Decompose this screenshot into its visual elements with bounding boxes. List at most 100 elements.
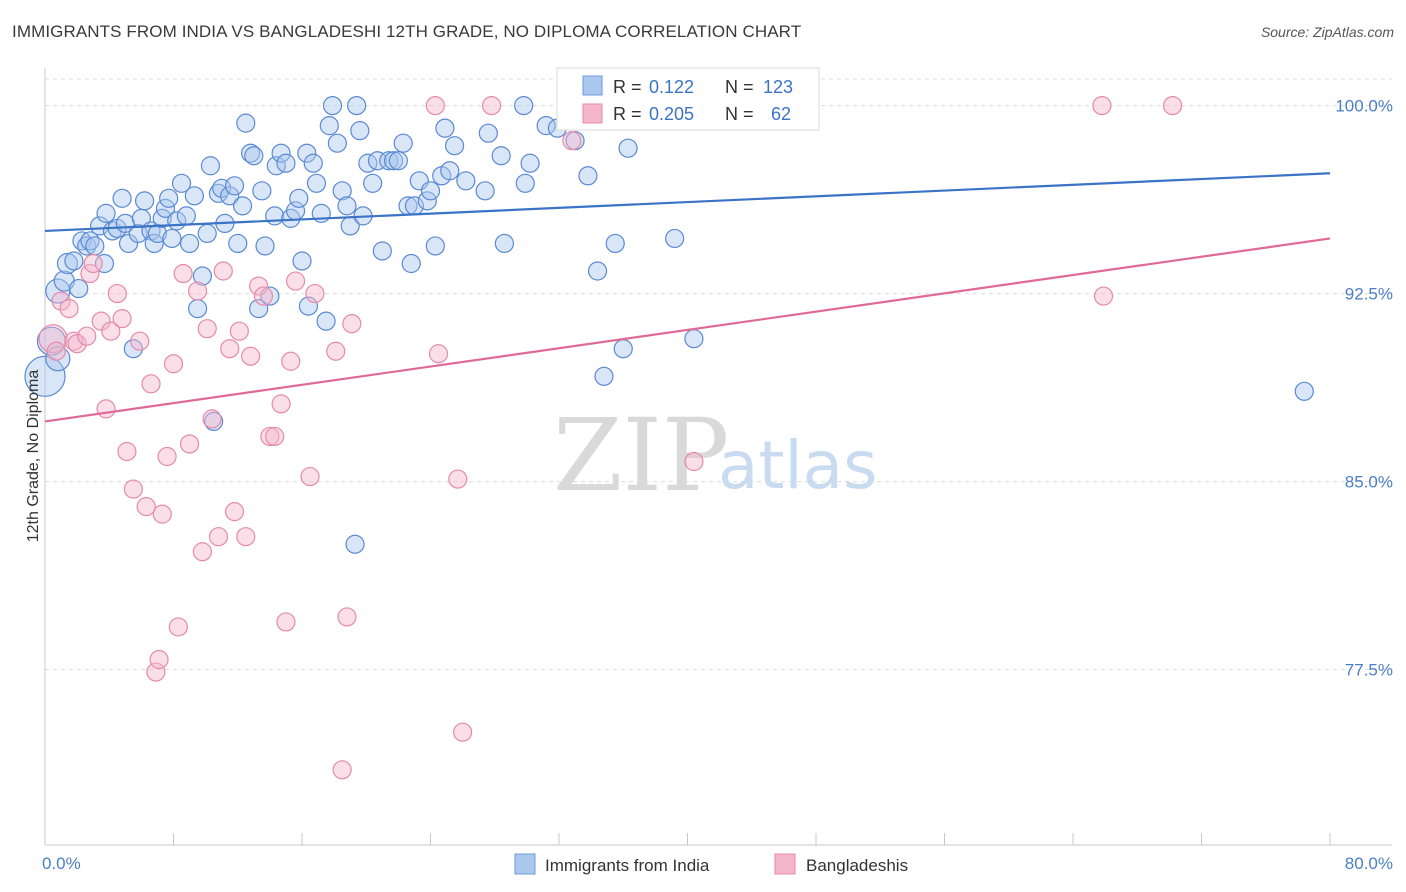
india-point bbox=[478, 123, 498, 143]
india-point bbox=[316, 311, 336, 331]
india-point bbox=[665, 228, 685, 249]
trend-lines bbox=[44, 172, 1331, 423]
bangladesh-point bbox=[77, 326, 97, 346]
bottom-legend: Immigrants from India Bangladeshis bbox=[514, 853, 908, 875]
stats-bangladesh-r-label: R = bbox=[613, 104, 642, 124]
india-point bbox=[393, 133, 413, 153]
watermark-zip: ZIP bbox=[553, 397, 729, 514]
india-point bbox=[255, 236, 275, 256]
india-point bbox=[134, 191, 155, 211]
bangladesh-point bbox=[192, 542, 213, 562]
chart-title: IMMIGRANTS FROM INDIA VS BANGLADESHI 12T… bbox=[12, 22, 802, 41]
india-point bbox=[85, 236, 105, 256]
india-point bbox=[184, 186, 204, 206]
india-point bbox=[176, 206, 196, 226]
legend-india-label: Immigrants from India bbox=[545, 856, 710, 875]
india-point bbox=[96, 203, 116, 223]
india-point bbox=[379, 151, 399, 171]
india-point bbox=[292, 251, 312, 271]
series-bangladesh-points bbox=[38, 95, 1183, 780]
y-tick-label: 100.0% bbox=[1335, 97, 1393, 116]
bangladesh-point bbox=[1093, 286, 1114, 306]
india-point bbox=[494, 233, 514, 254]
india-point bbox=[252, 181, 272, 201]
bangladesh-point bbox=[428, 344, 449, 364]
india-point bbox=[162, 228, 182, 249]
india-point bbox=[491, 146, 511, 166]
bangladesh-point bbox=[112, 309, 132, 329]
india-point bbox=[303, 153, 323, 173]
india-point bbox=[520, 153, 540, 173]
india-point bbox=[123, 339, 143, 359]
india-point bbox=[319, 116, 339, 136]
bangladesh-point bbox=[157, 446, 177, 467]
bangladesh-point bbox=[67, 334, 87, 354]
india-point bbox=[228, 233, 248, 254]
bangladesh-point bbox=[332, 760, 352, 780]
legend-bangladesh-label: Bangladeshis bbox=[806, 856, 908, 875]
india-point bbox=[322, 95, 343, 116]
india-point bbox=[94, 253, 115, 274]
bangladesh-point bbox=[305, 283, 325, 304]
india-point bbox=[345, 534, 365, 554]
bangladesh-point bbox=[300, 466, 320, 487]
india-point bbox=[241, 143, 261, 163]
india-point bbox=[271, 143, 291, 163]
bangladesh-point bbox=[260, 426, 280, 447]
bangladesh-point bbox=[281, 351, 301, 371]
watermark: ZIP atlas bbox=[553, 397, 878, 514]
bangladesh-point bbox=[64, 331, 84, 351]
india-point bbox=[578, 166, 598, 186]
bangladesh-point bbox=[337, 607, 357, 627]
stats-bangladesh-n-value: 62 bbox=[771, 104, 791, 124]
india-point bbox=[350, 121, 370, 141]
india-point bbox=[515, 173, 535, 193]
india-point bbox=[337, 196, 357, 216]
india-point bbox=[159, 188, 179, 208]
y-tick-label: 85.0% bbox=[1345, 473, 1393, 492]
india-point bbox=[197, 223, 217, 244]
bangladesh-point bbox=[1162, 95, 1183, 116]
india-point bbox=[367, 151, 388, 171]
bangladesh-point bbox=[562, 131, 582, 151]
stats-bangladesh-swatch bbox=[582, 103, 603, 124]
india-point bbox=[298, 296, 319, 316]
india-point bbox=[24, 355, 66, 397]
india-point bbox=[220, 186, 240, 206]
india-point bbox=[401, 253, 421, 274]
bangladesh-point bbox=[481, 95, 502, 116]
india-point bbox=[276, 153, 296, 173]
india-point bbox=[425, 236, 445, 256]
y-axis-title: 12th Grade, No Diploma bbox=[25, 370, 42, 543]
india-point bbox=[435, 118, 455, 138]
bangladesh-point bbox=[208, 527, 229, 547]
stats-bangladesh-r-value: 0.205 bbox=[649, 104, 694, 124]
india-point bbox=[332, 181, 352, 201]
bangladesh-point bbox=[253, 286, 274, 306]
bangladesh-point bbox=[179, 434, 200, 454]
india-point bbox=[118, 233, 139, 254]
bangladesh-point bbox=[1092, 95, 1112, 116]
x-tick-label-min: 0.0% bbox=[42, 854, 81, 873]
india-point bbox=[289, 188, 309, 208]
bangladesh-trend-line bbox=[44, 237, 1331, 423]
x-tick-label-max: 80.0% bbox=[1345, 854, 1393, 873]
stats-india-r-label: R = bbox=[613, 77, 642, 97]
bangladesh-point bbox=[265, 426, 285, 447]
india-point bbox=[587, 261, 608, 281]
india-point bbox=[297, 143, 317, 163]
bangladesh-point bbox=[326, 341, 346, 361]
bangladesh-point bbox=[163, 354, 184, 374]
bangladesh-point bbox=[187, 281, 208, 301]
bangladesh-point bbox=[241, 346, 261, 366]
india-point bbox=[236, 113, 256, 133]
india-point bbox=[684, 329, 704, 349]
y-tick-label: 77.5% bbox=[1345, 661, 1393, 680]
india-point bbox=[200, 156, 221, 176]
india-point bbox=[249, 299, 269, 319]
bangladesh-point bbox=[236, 527, 256, 547]
india-point bbox=[192, 266, 213, 286]
bangladesh-point bbox=[152, 504, 172, 524]
y-tick-label: 92.5% bbox=[1345, 285, 1393, 304]
